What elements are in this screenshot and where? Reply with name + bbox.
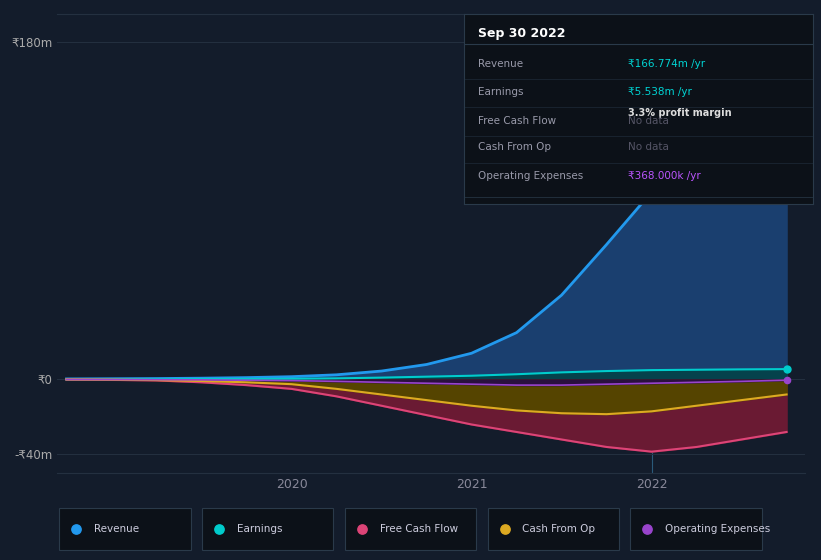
Point <box>213 525 226 534</box>
Text: Operating Expenses: Operating Expenses <box>665 524 770 534</box>
Point <box>780 376 793 385</box>
Text: ₹166.774m /yr: ₹166.774m /yr <box>628 58 705 68</box>
Text: Earnings: Earnings <box>236 524 282 534</box>
Text: Cash From Op: Cash From Op <box>478 142 551 152</box>
FancyBboxPatch shape <box>59 508 190 550</box>
Text: ₹368.000k /yr: ₹368.000k /yr <box>628 171 700 181</box>
Point <box>780 62 793 71</box>
FancyBboxPatch shape <box>488 508 619 550</box>
FancyBboxPatch shape <box>345 508 476 550</box>
Text: Operating Expenses: Operating Expenses <box>478 171 583 181</box>
Point <box>498 525 511 534</box>
Point <box>780 365 793 374</box>
Text: Free Cash Flow: Free Cash Flow <box>478 115 556 125</box>
Text: No data: No data <box>628 115 669 125</box>
Text: Revenue: Revenue <box>478 58 523 68</box>
Text: Revenue: Revenue <box>94 524 140 534</box>
FancyBboxPatch shape <box>202 508 333 550</box>
FancyBboxPatch shape <box>631 508 762 550</box>
Text: Sep 30 2022: Sep 30 2022 <box>478 27 566 40</box>
Point <box>70 525 83 534</box>
Text: 3.3% profit margin: 3.3% profit margin <box>628 108 732 118</box>
Text: Free Cash Flow: Free Cash Flow <box>379 524 458 534</box>
Text: ₹5.538m /yr: ₹5.538m /yr <box>628 87 692 97</box>
Text: No data: No data <box>628 142 669 152</box>
Point <box>641 525 654 534</box>
Text: Earnings: Earnings <box>478 87 523 97</box>
Text: Cash From Op: Cash From Op <box>522 524 595 534</box>
Point <box>355 525 369 534</box>
